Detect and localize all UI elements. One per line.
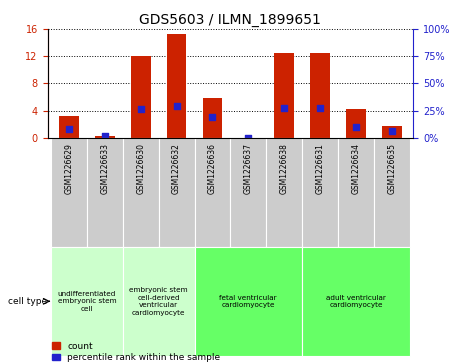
Point [101,133,109,139]
Bar [123,247,195,356]
Bar [51,138,87,247]
Bar [302,138,338,247]
Bar [131,56,151,138]
Bar [123,138,159,247]
Bar [338,138,374,247]
Text: undifferentiated
embryonic stem
cell: undifferentiated embryonic stem cell [57,291,116,312]
Point [280,105,288,111]
Legend: count, percentile rank within the sample: count, percentile rank within the sample [52,342,220,362]
Title: GDS5603 / ILMN_1899651: GDS5603 / ILMN_1899651 [140,13,321,26]
Bar [195,138,230,247]
Text: GSM1226630: GSM1226630 [136,143,145,194]
Point [316,105,324,111]
Text: adult ventricular
cardiomyocyte: adult ventricular cardiomyocyte [326,294,386,308]
Text: GSM1226634: GSM1226634 [352,143,361,194]
Point [245,135,252,140]
Text: GSM1226629: GSM1226629 [65,143,74,194]
Point [352,124,360,130]
Bar [346,109,366,138]
Bar [266,138,302,247]
Text: GSM1226632: GSM1226632 [172,143,181,194]
Point [209,114,216,120]
Bar [310,53,330,138]
Point [65,126,73,132]
Bar [167,34,187,138]
Text: fetal ventricular
cardiomyocyte: fetal ventricular cardiomyocyte [219,294,277,308]
Text: embryonic stem
cell-derived
ventricular
cardiomyocyte: embryonic stem cell-derived ventricular … [129,287,188,315]
Text: GSM1226637: GSM1226637 [244,143,253,194]
Point [388,128,396,134]
Text: GSM1226636: GSM1226636 [208,143,217,194]
Text: GSM1226633: GSM1226633 [100,143,109,194]
Bar [230,138,266,247]
Point [173,103,180,109]
Text: GSM1226635: GSM1226635 [387,143,396,194]
Point [137,106,144,111]
Bar [59,116,79,138]
Bar [95,136,115,138]
Text: cell type: cell type [8,297,47,306]
Bar [274,53,294,138]
Text: GSM1226638: GSM1226638 [280,143,289,194]
Bar [382,126,401,138]
Text: GSM1226631: GSM1226631 [315,143,324,194]
Bar [87,138,123,247]
Bar [302,247,409,356]
Bar [51,247,123,356]
Bar [202,98,222,138]
Bar [195,247,302,356]
Bar [159,138,195,247]
Bar [374,138,409,247]
